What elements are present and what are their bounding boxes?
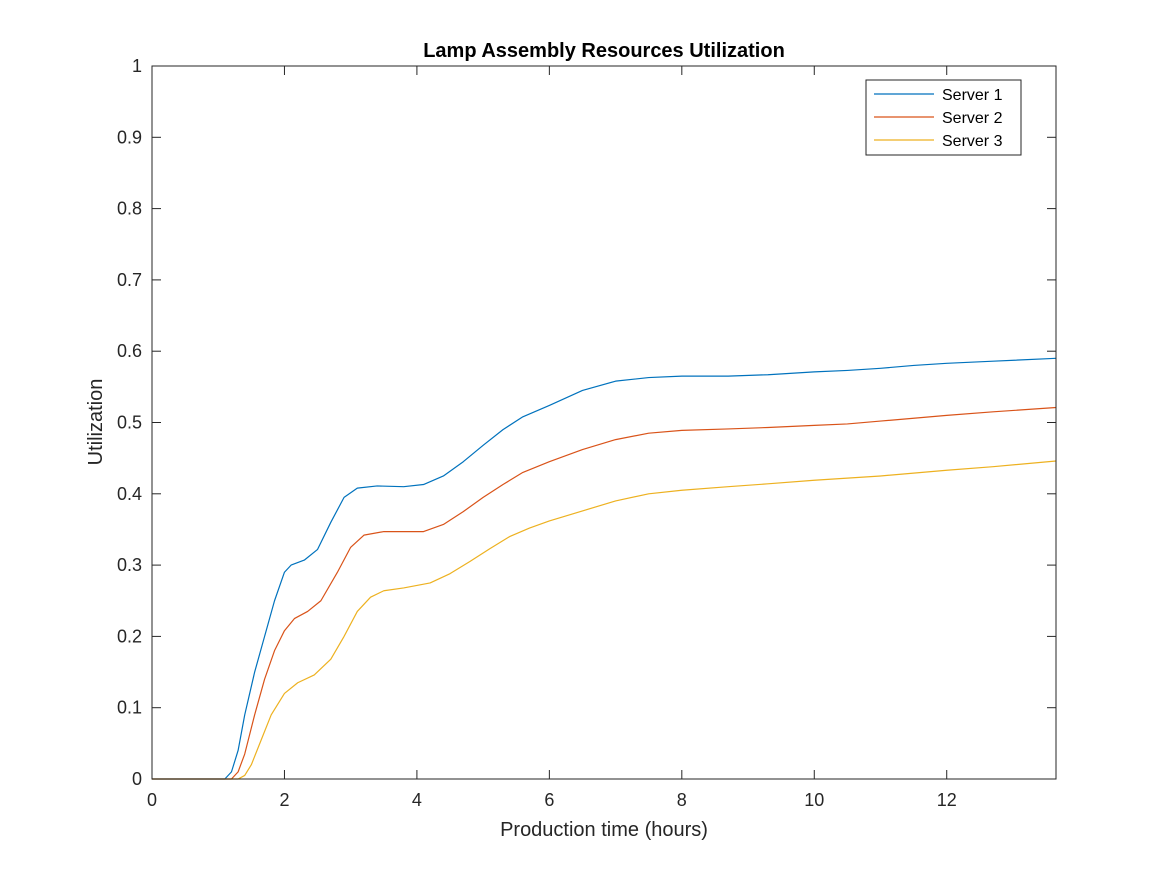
y-tick-label: 0: [132, 769, 142, 789]
series-line-1: [152, 357, 1057, 780]
y-axis-label: Utilization: [85, 379, 107, 466]
y-tick-label: 0.3: [117, 555, 142, 575]
x-axis-label: Production time (hours): [500, 819, 708, 841]
legend-label-series-3: Server 3: [942, 133, 1003, 150]
x-tick-label: 4: [412, 790, 422, 810]
y-tick-label: 0.5: [117, 413, 142, 433]
legend-label-series-2: Server 2: [942, 110, 1003, 127]
x-tick-label: 0: [147, 790, 157, 810]
x-tick-label: 12: [937, 790, 957, 810]
legend-label-series-1: Server 1: [942, 87, 1003, 104]
tick-layer: 0 2 4 6 8 10 12 0 0.1 0.2 0.3 0.4 0.5 0.6 0.7 0.8 0.9 1: [117, 56, 1056, 810]
y-tick-label: 0.4: [117, 484, 142, 504]
y-tick-label: 1: [132, 56, 142, 76]
series-line-2: [152, 406, 1057, 780]
series-layer: [152, 357, 1057, 780]
x-tick-label: 10: [804, 790, 824, 810]
x-tick-label: 8: [677, 790, 687, 810]
series-line-3: [152, 460, 1057, 780]
x-tick-label: 6: [544, 790, 554, 810]
y-tick-label: 0.1: [117, 698, 142, 718]
chart-title: Lamp Assembly Resources Utilization: [423, 40, 785, 62]
y-tick-label: 0.6: [117, 341, 142, 361]
y-tick-label: 0.7: [117, 270, 142, 290]
y-tick-label: 0.2: [117, 626, 142, 646]
x-tick-label: 2: [279, 790, 289, 810]
y-tick-label: 0.9: [117, 127, 142, 147]
y-tick-label: 0.8: [117, 199, 142, 219]
plot-area: [152, 66, 1056, 779]
legend: Server 1 Server 2 Server 3: [865, 79, 1022, 156]
